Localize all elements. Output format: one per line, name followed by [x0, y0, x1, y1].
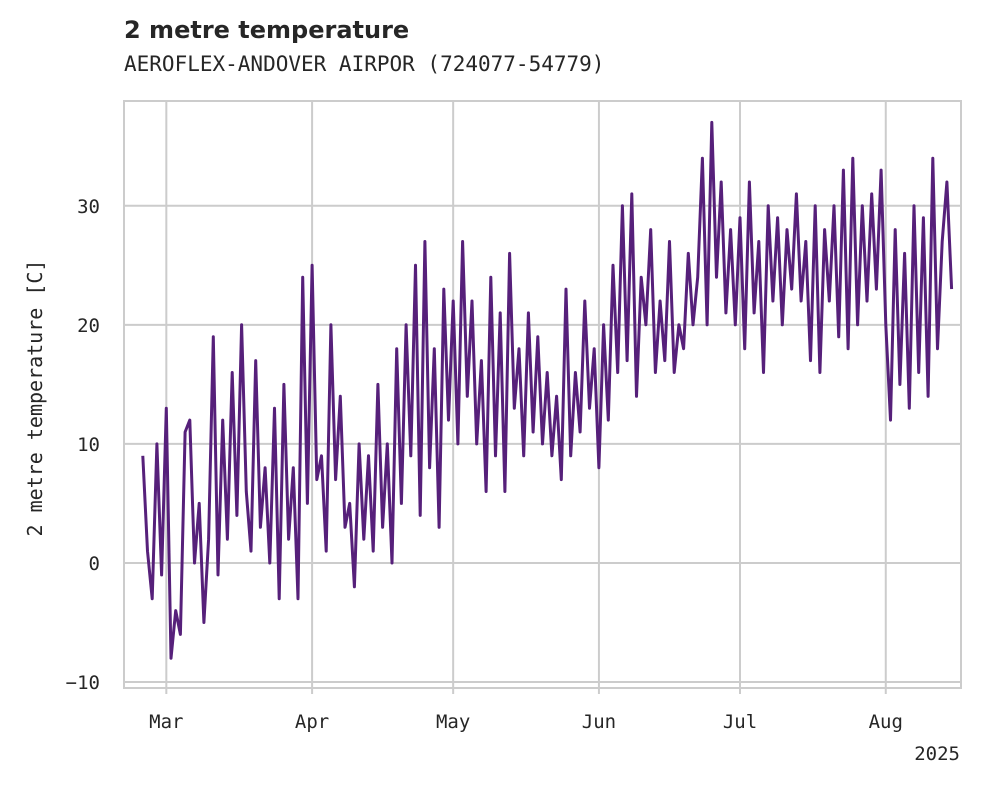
x-tick-label: Jul: [723, 711, 757, 733]
x-tick-label: May: [436, 711, 470, 733]
x-axis-year-label: 2025: [914, 743, 960, 765]
grid: [124, 101, 961, 688]
y-axis-ticks: −10 0 10 20 30: [66, 196, 100, 694]
x-tick-label: Jun: [582, 711, 616, 733]
x-tick-label: Aug: [869, 711, 903, 733]
y-tick-label: −10: [66, 672, 100, 694]
x-tick-label: Mar: [149, 711, 183, 733]
y-axis-label: 2 metre temperature [C]: [23, 260, 47, 537]
x-axis-ticks: Mar Apr May Jun Jul Aug: [149, 688, 903, 733]
y-tick-label: 10: [77, 434, 100, 456]
chart-title: 2 metre temperature: [124, 16, 410, 44]
chart-subtitle: AEROFLEX-ANDOVER AIRPOR (724077-54779): [124, 52, 605, 76]
plot-frame: [123, 100, 962, 689]
y-tick-label: 0: [89, 553, 100, 575]
series: [141, 120, 954, 660]
temperature-series-line: [141, 120, 954, 660]
y-tick-label: 20: [77, 315, 100, 337]
y-tick-label: 30: [77, 196, 100, 218]
x-tick-label: Apr: [295, 711, 329, 733]
